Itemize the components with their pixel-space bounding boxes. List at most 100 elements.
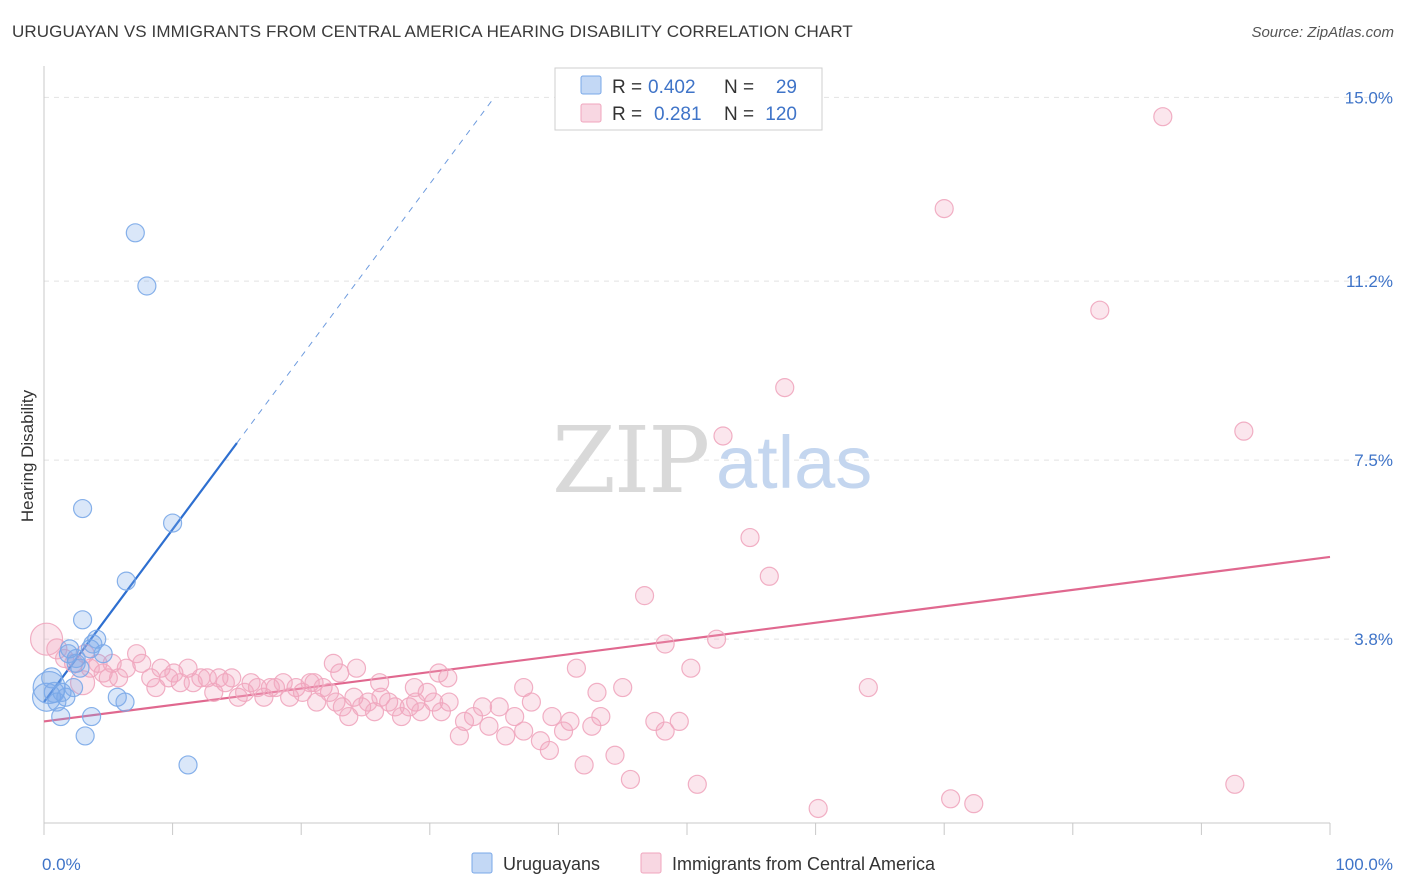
- legend-swatch-immigrants: [580, 103, 602, 123]
- point-immigrants-80: [620, 769, 641, 790]
- point-immigrants-90: [346, 658, 367, 678]
- point-immigrants-82: [655, 721, 675, 741]
- trend-line-immigrants: [43, 555, 1331, 723]
- point-immigrants-83: [669, 711, 689, 732]
- legend-n-label-uruguayans: N =: [724, 77, 754, 98]
- legend-bottom-label-immigrants: Immigrants from Central America: [672, 854, 936, 874]
- point-uruguayans-5: [51, 706, 71, 727]
- point-immigrants-67: [489, 697, 509, 717]
- point-immigrants-99: [740, 527, 760, 548]
- point-immigrants-103: [858, 677, 878, 698]
- point-immigrants-46: [339, 706, 359, 727]
- point-immigrants-21: [178, 658, 198, 678]
- point-immigrants-85: [514, 677, 534, 698]
- point-immigrants-30: [235, 682, 255, 702]
- point-uruguayans-8: [63, 677, 84, 698]
- point-immigrants-11: [108, 668, 129, 688]
- point-immigrants-102: [808, 798, 828, 819]
- point-immigrants-58: [417, 682, 437, 702]
- y-tick-label-0: 3.8%: [1354, 630, 1393, 649]
- point-immigrants-19: [164, 663, 184, 683]
- point-immigrants-75: [560, 711, 580, 732]
- point-immigrants-91: [330, 663, 350, 683]
- point-immigrants-14: [132, 653, 152, 673]
- point-immigrants-112: [539, 740, 559, 761]
- point-uruguayans-22: [125, 223, 145, 243]
- point-uruguayans-24: [163, 513, 183, 533]
- legend-bottom: Uruguayans Immigrants from Central Ameri…: [471, 852, 936, 874]
- point-immigrants-17: [151, 658, 171, 678]
- point-immigrants-53: [385, 697, 405, 717]
- point-immigrants-93: [304, 673, 324, 693]
- point-immigrants-28: [222, 668, 242, 688]
- point-immigrants-113: [613, 677, 633, 698]
- point-immigrants-81: [645, 711, 665, 732]
- point-immigrants-88: [404, 677, 424, 698]
- watermark-zip: ZIP: [552, 407, 708, 514]
- point-immigrants-87: [429, 663, 449, 683]
- point-immigrants-76: [574, 755, 594, 775]
- point-immigrants-97: [706, 629, 727, 649]
- point-immigrants-54: [391, 706, 412, 727]
- point-immigrants-47: [344, 687, 364, 707]
- point-uruguayans-17: [93, 644, 113, 664]
- y-tick-labels: 3.8% 7.5% 11.2% 15.0%: [1345, 88, 1393, 649]
- point-immigrants-34: [260, 677, 280, 698]
- legend-r-label-immigrants: R =: [612, 104, 642, 125]
- point-immigrants-12: [116, 658, 136, 678]
- x-tick-label-min: 0.0%: [42, 855, 81, 874]
- point-immigrants-78: [591, 706, 611, 727]
- point-immigrants-94: [634, 586, 655, 606]
- point-immigrants-61: [439, 692, 459, 712]
- chart-title: URUGUAYAN VS IMMIGRANTS FROM CENTRAL AME…: [12, 22, 853, 41]
- point-immigrants-66: [479, 716, 499, 736]
- point-immigrants-9: [98, 668, 118, 688]
- point-immigrants-101: [775, 378, 795, 398]
- x-tick-label-max: 100.0%: [1335, 855, 1393, 874]
- point-immigrants-95: [655, 634, 675, 654]
- point-immigrants-86: [438, 668, 458, 688]
- point-immigrants-49: [358, 692, 378, 712]
- point-immigrants-108: [1153, 107, 1173, 127]
- point-immigrants-106: [964, 794, 984, 814]
- point-uruguayans-28: [52, 682, 72, 702]
- point-immigrants-37: [280, 687, 300, 707]
- y-axis-label: Hearing Disability: [18, 389, 37, 522]
- point-immigrants-89: [370, 673, 390, 693]
- legend-bottom-swatch-uruguayans: [471, 852, 493, 874]
- point-immigrants-92: [323, 653, 343, 673]
- point-immigrants-73: [542, 706, 562, 727]
- legend-n-value-uruguayans: 29: [776, 77, 797, 98]
- watermark-atlas: atlas: [716, 421, 872, 504]
- legend-n-label-immigrants: N =: [724, 104, 754, 125]
- point-immigrants-100: [759, 566, 779, 586]
- chart-source: Source: ZipAtlas.com: [1251, 24, 1394, 41]
- point-immigrants-59: [424, 692, 444, 712]
- point-immigrants-109: [1225, 774, 1245, 794]
- point-immigrants-68: [496, 726, 516, 746]
- point-uruguayans-12: [75, 726, 95, 746]
- point-immigrants-98: [713, 426, 733, 446]
- legend-bottom-swatch-immigrants: [640, 852, 662, 874]
- legend-bottom-label-uruguayans: Uruguayans: [503, 854, 600, 874]
- point-immigrants-104: [934, 199, 954, 219]
- point-immigrants-74: [553, 721, 574, 741]
- point-immigrants-70: [514, 721, 534, 741]
- point-immigrants-79: [605, 745, 625, 765]
- point-immigrants-69: [505, 706, 525, 727]
- point-uruguayans-27: [66, 653, 86, 673]
- legend-top-frame: [554, 67, 823, 131]
- point-uruguayans-23: [137, 276, 157, 296]
- point-uruguayans-21: [116, 571, 136, 591]
- point-immigrants-0: [29, 622, 64, 656]
- legend-r-label-uruguayans: R =: [612, 77, 642, 98]
- data-points: [29, 107, 1254, 819]
- legend-top: R = 0.402 N = 29 R = 0.281 N = 120: [554, 67, 823, 131]
- point-uruguayans-25: [178, 755, 198, 775]
- point-immigrants-110: [1234, 421, 1254, 441]
- point-immigrants-84: [566, 658, 587, 678]
- point-immigrants-111: [687, 774, 707, 794]
- point-immigrants-96: [681, 658, 701, 678]
- point-uruguayans-20: [72, 498, 93, 519]
